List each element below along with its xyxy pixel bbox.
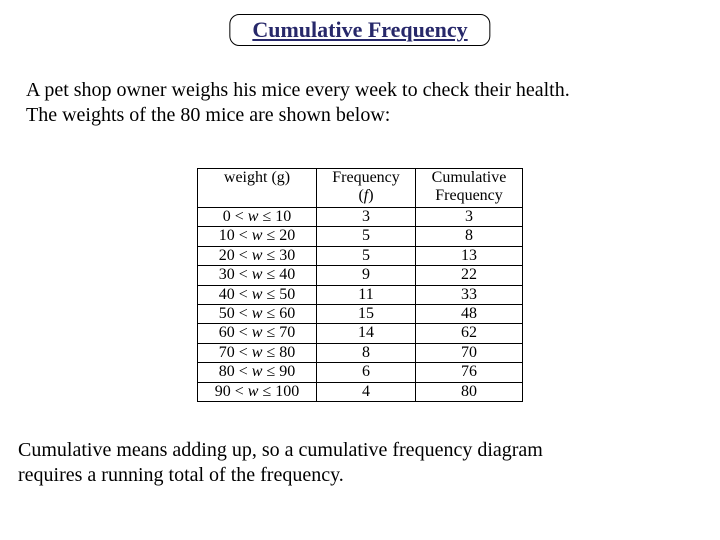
- table-row: 70 < w ≤ 80 8 70: [198, 343, 523, 362]
- cell-weight: 90 < w ≤ 100: [198, 382, 317, 401]
- col-header-cumulative-line1: Cumulative: [420, 169, 518, 187]
- cell-frequency: 5: [317, 246, 416, 265]
- cell-cumulative: 3: [416, 208, 523, 227]
- table-row: 60 < w ≤ 70 14 62: [198, 324, 523, 343]
- page-title: Cumulative Frequency: [229, 14, 490, 46]
- cell-cumulative: 8: [416, 227, 523, 246]
- cell-frequency: 15: [317, 304, 416, 323]
- table-body: 0 < w ≤ 10 3 3 10 < w ≤ 20 5 8 20 < w ≤ …: [198, 208, 523, 402]
- table-row: 90 < w ≤ 100 4 80: [198, 382, 523, 401]
- cell-cumulative: 33: [416, 285, 523, 304]
- cell-weight: 60 < w ≤ 70: [198, 324, 317, 343]
- intro-text: A pet shop owner weighs his mice every w…: [26, 78, 700, 128]
- frequency-table: weight (g) Frequency (f) Cumulative Freq…: [197, 168, 523, 402]
- cell-weight: 80 < w ≤ 90: [198, 363, 317, 382]
- col-header-cumulative-line2: Frequency: [420, 187, 518, 205]
- table-row: 50 < w ≤ 60 15 48: [198, 304, 523, 323]
- cell-weight: 0 < w ≤ 10: [198, 208, 317, 227]
- cell-frequency: 6: [317, 363, 416, 382]
- col-header-frequency: Frequency (f): [317, 169, 416, 208]
- outro-text: Cumulative means adding up, so a cumulat…: [18, 438, 700, 488]
- col-header-frequency-line1: Frequency: [321, 169, 411, 187]
- col-header-weight: weight (g): [198, 169, 317, 208]
- col-header-cumulative: Cumulative Frequency: [416, 169, 523, 208]
- cell-weight: 10 < w ≤ 20: [198, 227, 317, 246]
- table-row: 30 < w ≤ 40 9 22: [198, 266, 523, 285]
- cell-cumulative: 80: [416, 382, 523, 401]
- cell-weight: 30 < w ≤ 40: [198, 266, 317, 285]
- intro-line-2: The weights of the 80 mice are shown bel…: [26, 104, 390, 126]
- cell-frequency: 3: [317, 208, 416, 227]
- col-header-weight-label: weight (g): [202, 169, 312, 187]
- cell-frequency: 11: [317, 285, 416, 304]
- table-row: 80 < w ≤ 90 6 76: [198, 363, 523, 382]
- cell-cumulative: 22: [416, 266, 523, 285]
- cell-weight: 50 < w ≤ 60: [198, 304, 317, 323]
- cell-frequency: 9: [317, 266, 416, 285]
- outro-line-2: requires a running total of the frequenc…: [18, 464, 344, 486]
- cell-frequency: 8: [317, 343, 416, 362]
- outro-line-1: Cumulative means adding up, so a cumulat…: [18, 439, 543, 461]
- cell-cumulative: 13: [416, 246, 523, 265]
- cell-frequency: 14: [317, 324, 416, 343]
- cell-cumulative: 70: [416, 343, 523, 362]
- intro-line-1: A pet shop owner weighs his mice every w…: [26, 79, 570, 101]
- cell-frequency: 4: [317, 382, 416, 401]
- table-row: 20 < w ≤ 30 5 13: [198, 246, 523, 265]
- cell-weight: 40 < w ≤ 50: [198, 285, 317, 304]
- table-header-row: weight (g) Frequency (f) Cumulative Freq…: [198, 169, 523, 208]
- cell-frequency: 5: [317, 227, 416, 246]
- table-row: 0 < w ≤ 10 3 3: [198, 208, 523, 227]
- cell-weight: 70 < w ≤ 80: [198, 343, 317, 362]
- cell-cumulative: 62: [416, 324, 523, 343]
- cell-cumulative: 76: [416, 363, 523, 382]
- col-header-frequency-line2: (f): [321, 187, 411, 205]
- cell-cumulative: 48: [416, 304, 523, 323]
- table-row: 40 < w ≤ 50 11 33: [198, 285, 523, 304]
- table-row: 10 < w ≤ 20 5 8: [198, 227, 523, 246]
- cell-weight: 20 < w ≤ 30: [198, 246, 317, 265]
